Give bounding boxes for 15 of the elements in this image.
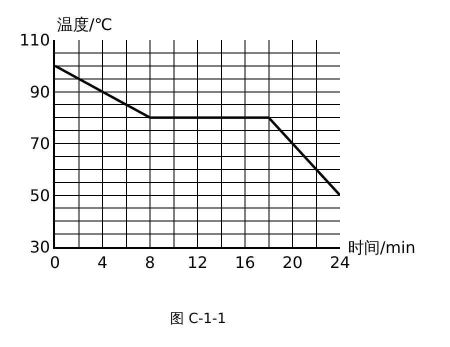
- x-tick-label: 24: [330, 252, 350, 272]
- y-tick-label: 30: [30, 238, 50, 257]
- x-tick-label: 12: [187, 252, 208, 272]
- text: 图 C-1-1: [170, 311, 226, 327]
- x-tick-label: 8: [144, 252, 156, 272]
- y-tick-label: 110: [20, 30, 50, 50]
- y-axis-title: 温度/℃: [57, 15, 112, 34]
- y-tick-label: 50: [30, 186, 50, 205]
- y-tick-label: 70: [30, 134, 50, 154]
- y-tick-label: 90: [30, 82, 50, 102]
- x-tick-label: 0: [50, 252, 60, 272]
- x-axis-title: 时间/min: [348, 238, 416, 257]
- x-tick-label: 4: [97, 252, 108, 272]
- x-tick-label: 16: [234, 252, 256, 272]
- x-tick-label: 20: [282, 252, 303, 272]
